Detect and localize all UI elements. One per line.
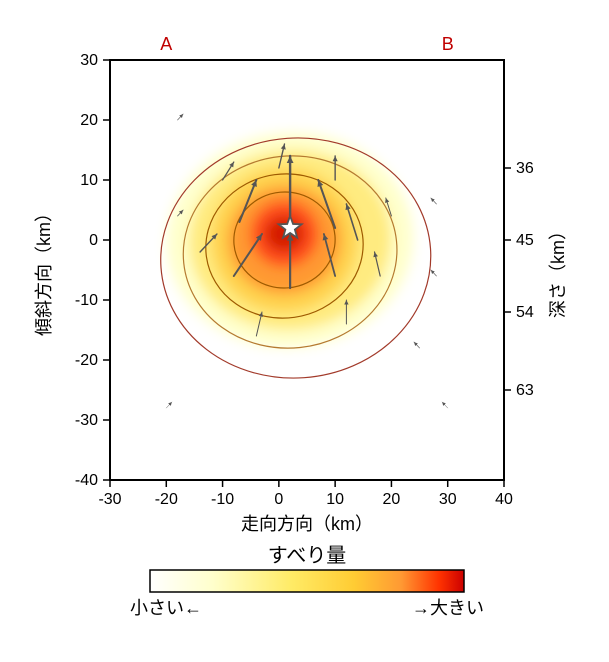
svg-text:-10: -10 (211, 491, 234, 508)
colorbar-legend: すべり量 小さい← →大きい (130, 545, 484, 618)
svg-text:10: 10 (326, 491, 344, 508)
legend-title: すべり量 (268, 545, 347, 567)
heatmap (110, 60, 504, 480)
figure-svg: -30-20-10010203040-40-30-20-100102030364… (20, 20, 589, 642)
svg-text:20: 20 (383, 491, 401, 508)
plot-area: -30-20-10010203040-40-30-20-100102030364… (75, 52, 534, 508)
svg-text:45: 45 (516, 232, 534, 249)
colorbar (150, 570, 464, 592)
marker-a: A (160, 34, 172, 54)
marker-b: B (442, 34, 454, 54)
svg-text:-30: -30 (75, 412, 98, 429)
svg-text:0: 0 (89, 232, 98, 249)
y-left-axis-label: 傾斜方向（km） (34, 204, 54, 336)
svg-text:20: 20 (80, 112, 98, 129)
svg-text:63: 63 (516, 382, 534, 399)
svg-text:-20: -20 (155, 491, 178, 508)
svg-text:30: 30 (80, 52, 98, 69)
slip-distribution-figure: -30-20-10010203040-40-30-20-100102030364… (20, 20, 589, 642)
svg-text:-10: -10 (75, 292, 98, 309)
svg-text:30: 30 (439, 491, 457, 508)
svg-text:36: 36 (516, 160, 534, 177)
y-right-axis-label: 深さ（km） (548, 222, 568, 318)
legend-left-label: 小さい← (130, 598, 202, 618)
legend-right-label: →大きい (412, 598, 484, 618)
svg-text:-30: -30 (98, 491, 121, 508)
x-axis-label: 走向方向（km） (241, 514, 373, 534)
svg-text:54: 54 (516, 304, 534, 321)
svg-text:40: 40 (495, 491, 513, 508)
svg-text:0: 0 (274, 491, 283, 508)
svg-text:10: 10 (80, 172, 98, 189)
svg-text:-20: -20 (75, 352, 98, 369)
svg-text:-40: -40 (75, 472, 98, 489)
